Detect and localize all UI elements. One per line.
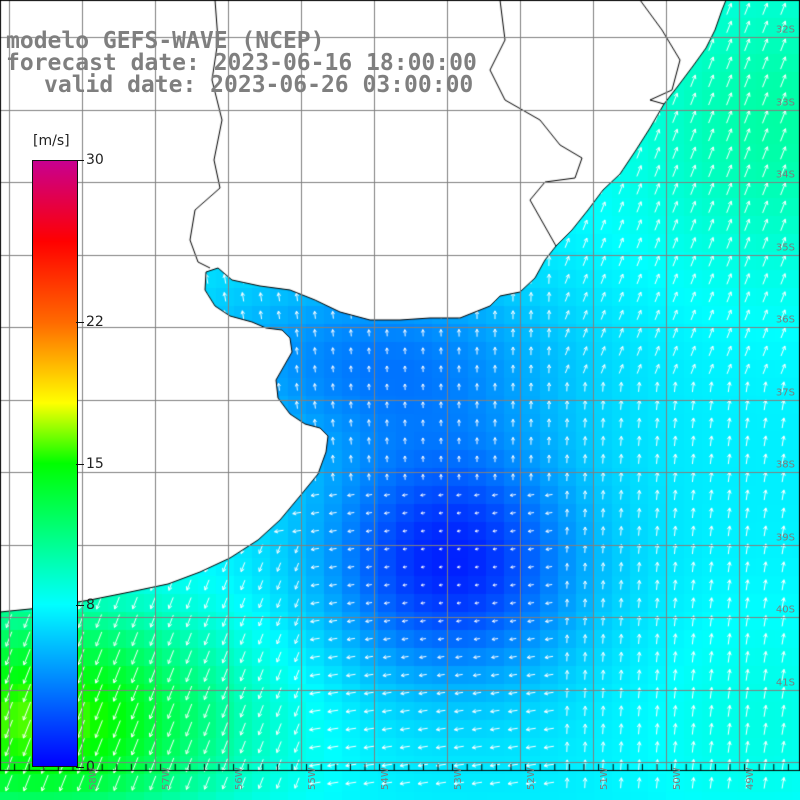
model-name: modelo GEFS-WAVE (NCEP) bbox=[6, 28, 325, 54]
longitude-label: 53W bbox=[453, 767, 464, 790]
latitude-label: 41S bbox=[775, 677, 795, 688]
latitude-label: 32S bbox=[775, 24, 795, 36]
longitude-label: 54W bbox=[380, 767, 391, 790]
forecast-date: forecast date: 2023-06-16 18:00:00 bbox=[6, 50, 477, 76]
latitude-label: 37S bbox=[775, 387, 795, 398]
colorbar-tick-label: 0 bbox=[86, 759, 95, 775]
colorbar-tick-label: 30 bbox=[86, 152, 104, 168]
colorbar-tick-mark bbox=[76, 160, 84, 161]
latitude-label: 38S bbox=[775, 459, 795, 471]
colorbar-tick-mark bbox=[76, 321, 84, 323]
latitude-label: 33S bbox=[775, 97, 795, 108]
latitude-label: 39S bbox=[775, 532, 795, 543]
colorbar-tick-label: 22 bbox=[86, 313, 104, 330]
longitude-label: 52W bbox=[526, 767, 537, 790]
colorbar-tick-label: 15 bbox=[86, 455, 104, 472]
longitude-label: 55W bbox=[307, 767, 318, 790]
latitude-label: 34S bbox=[775, 169, 795, 181]
latitude-label: 40S bbox=[775, 604, 795, 616]
colorbar-tick-mark bbox=[76, 605, 84, 607]
map-title: modelo GEFS-WAVE (NCEP) forecast date: 2… bbox=[6, 28, 477, 98]
colorbar-tick-label: 8 bbox=[86, 597, 95, 614]
colorbar-unit-label: [m/s] bbox=[33, 133, 70, 149]
latitude-label: 36S bbox=[775, 314, 795, 326]
longitude-label: 56W bbox=[234, 767, 245, 790]
latitude-label: 35S bbox=[775, 242, 795, 253]
longitude-label: 50W bbox=[672, 767, 683, 790]
valid-date: valid date: 2023-06-26 03:00:00 bbox=[44, 72, 474, 98]
longitude-label: 58W bbox=[88, 767, 99, 790]
longitude-label: 49W bbox=[745, 767, 756, 790]
longitude-label: 57W bbox=[161, 767, 172, 790]
colorbar-tick-mark bbox=[76, 463, 84, 465]
colorbar-legend bbox=[32, 160, 78, 767]
colorbar-tick-mark bbox=[76, 767, 84, 768]
longitude-label: 51W bbox=[599, 767, 610, 790]
